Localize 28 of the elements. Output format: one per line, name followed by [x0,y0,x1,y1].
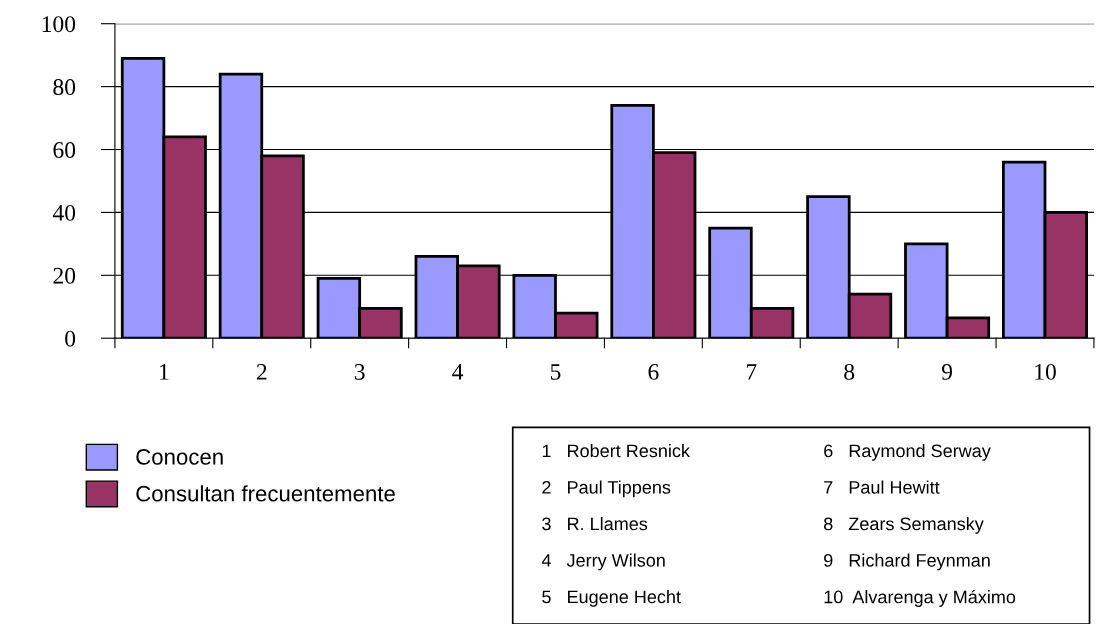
text: 2 Paul Tippens [542,480,671,498]
x-tick-label: 4 [452,364,464,380]
legend-label: Consultan frecuentemente [136,485,395,502]
text: 5 Eugene Hecht [542,590,681,607]
y-tick-label: 60 [53,142,76,158]
text: 3 R. Llames [542,516,648,531]
x-tick-label: 5 [550,364,561,380]
y-tick-label: 20 [53,267,76,284]
x-tick-label: 6 [648,363,659,380]
y-tick-label: 40 [52,204,76,221]
text: 1 Robert Resnick [542,443,690,458]
text: 9 Richard Feynman [824,553,990,571]
y-tick-label: 100 [42,16,76,33]
text: 8 Zears Semansky [824,516,984,534]
text: 10 Alvarenga y Máximo [824,589,1016,607]
text: 6 Raymond Serway [824,443,991,461]
text: 7 Paul Hewitt [824,480,940,494]
y-tick-label: 0 [65,330,76,347]
x-tick-label: 8 [844,363,855,380]
legend-label: Conocen [136,449,223,465]
x-tick-label: 3 [354,363,365,380]
x-tick-label: 10 [1035,363,1056,380]
x-tick-label: 1 [160,364,169,380]
x-tick-label: 9 [941,363,953,380]
y-tick-label: 80 [53,79,76,96]
x-tick-label: 7 [746,364,757,380]
x-tick-label: 2 [256,363,267,380]
text: 4 Jerry Wilson [541,553,665,571]
